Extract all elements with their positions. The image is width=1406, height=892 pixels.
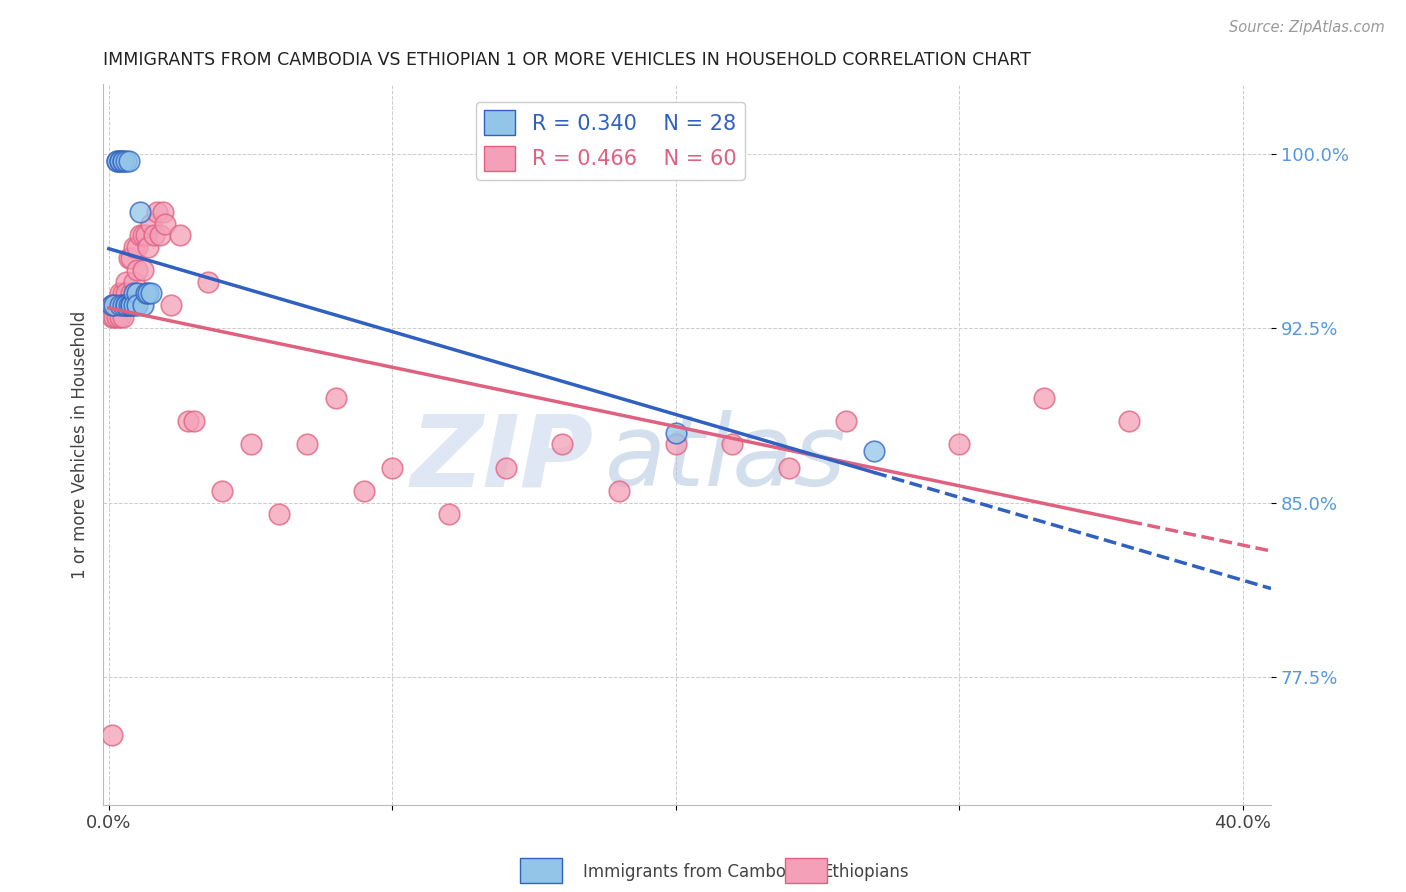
Point	[114, 286, 136, 301]
Point	[100, 728, 122, 742]
Point	[141, 217, 163, 231]
Point	[111, 153, 134, 168]
Point	[267, 507, 290, 521]
Point	[114, 298, 136, 312]
Point	[105, 298, 128, 312]
Point	[353, 483, 375, 498]
Point	[108, 286, 131, 301]
Point	[124, 298, 146, 312]
Point	[103, 310, 125, 324]
Point	[105, 153, 128, 168]
Point	[297, 437, 319, 451]
Point	[100, 310, 122, 324]
Point	[129, 205, 152, 219]
Point	[114, 275, 136, 289]
Point	[114, 153, 136, 168]
Point	[607, 483, 630, 498]
Point	[103, 298, 125, 312]
Point	[121, 286, 143, 301]
Point	[105, 153, 128, 168]
Point	[129, 228, 152, 243]
Text: IMMIGRANTS FROM CAMBODIA VS ETHIOPIAN 1 OR MORE VEHICLES IN HOUSEHOLD CORRELATIO: IMMIGRANTS FROM CAMBODIA VS ETHIOPIAN 1 …	[103, 51, 1031, 69]
Point	[111, 310, 134, 324]
Point	[111, 298, 134, 312]
Point	[132, 298, 155, 312]
Point	[132, 228, 155, 243]
Point	[495, 460, 517, 475]
Point	[721, 437, 744, 451]
Point	[108, 310, 131, 324]
Point	[105, 298, 128, 312]
Point	[124, 240, 146, 254]
Point	[143, 228, 166, 243]
Point	[127, 240, 149, 254]
Point	[108, 298, 131, 312]
Point	[239, 437, 262, 451]
Point	[138, 286, 160, 301]
Point	[183, 414, 205, 428]
Point	[105, 310, 128, 324]
Point	[103, 298, 125, 312]
Point	[108, 153, 131, 168]
Point	[127, 263, 149, 277]
Point	[948, 437, 970, 451]
Point	[108, 298, 131, 312]
Point	[135, 228, 157, 243]
Point	[197, 275, 219, 289]
Text: Source: ZipAtlas.com: Source: ZipAtlas.com	[1229, 20, 1385, 35]
Point	[149, 228, 172, 243]
Point	[111, 286, 134, 301]
Point	[1118, 414, 1140, 428]
Point	[665, 425, 688, 440]
Legend: R = 0.340    N = 28, R = 0.466    N = 60: R = 0.340 N = 28, R = 0.466 N = 60	[475, 102, 745, 179]
Point	[141, 286, 163, 301]
Point	[103, 298, 125, 312]
Point	[1033, 391, 1056, 405]
Point	[100, 298, 122, 312]
Point	[211, 483, 233, 498]
Point	[155, 217, 177, 231]
Text: Ethiopians: Ethiopians	[823, 863, 910, 881]
Point	[835, 414, 858, 428]
Point	[138, 240, 160, 254]
Point	[117, 153, 139, 168]
Point	[132, 263, 155, 277]
Point	[135, 286, 157, 301]
Point	[177, 414, 200, 428]
Text: ZIP: ZIP	[411, 410, 593, 508]
Point	[863, 444, 886, 458]
Point	[169, 228, 191, 243]
Text: atlas: atlas	[606, 410, 846, 508]
Text: Immigrants from Cambodia: Immigrants from Cambodia	[583, 863, 811, 881]
Point	[124, 275, 146, 289]
Point	[117, 252, 139, 266]
Point	[127, 286, 149, 301]
Point	[665, 437, 688, 451]
Point	[437, 507, 460, 521]
Y-axis label: 1 or more Vehicles in Household: 1 or more Vehicles in Household	[72, 310, 89, 579]
Point	[111, 153, 134, 168]
Point	[117, 298, 139, 312]
Point	[108, 153, 131, 168]
Point	[100, 298, 122, 312]
Point	[121, 298, 143, 312]
Point	[152, 205, 174, 219]
Point	[121, 252, 143, 266]
Point	[114, 298, 136, 312]
Point	[778, 460, 800, 475]
Point	[117, 298, 139, 312]
Point	[381, 460, 404, 475]
Point	[121, 298, 143, 312]
Point	[146, 205, 169, 219]
Point	[111, 298, 134, 312]
Point	[114, 298, 136, 312]
Point	[160, 298, 183, 312]
Point	[551, 437, 574, 451]
Point	[127, 298, 149, 312]
Point	[124, 286, 146, 301]
Point	[325, 391, 347, 405]
